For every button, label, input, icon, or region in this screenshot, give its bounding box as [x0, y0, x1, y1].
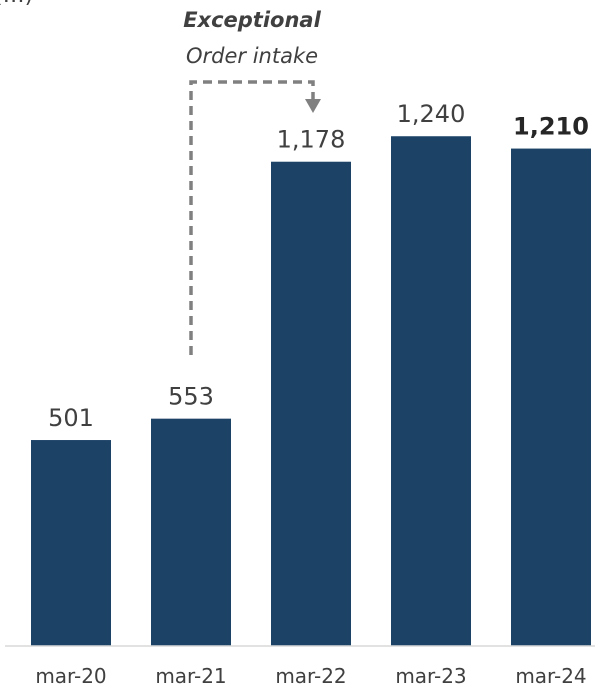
header-fragment: (…)	[0, 0, 33, 8]
annotation-subtitle: Order intake	[186, 44, 318, 68]
data-label-mar-21: 553	[168, 383, 214, 411]
bar-mar-23	[391, 136, 471, 646]
x-tick-labels-group: mar-20 mar-21 mar-22 mar-23 mar-24	[35, 664, 586, 688]
data-label-mar-23: 1,240	[397, 100, 466, 128]
bar-mar-21	[151, 418, 231, 646]
bar-mar-24	[511, 148, 591, 646]
x-tick-mar-21: mar-21	[155, 664, 226, 688]
x-tick-mar-23: mar-23	[395, 664, 466, 688]
value-labels-group: 501 553 1,178 1,240 1,210	[48, 100, 589, 432]
annotation-title: Exceptional	[183, 8, 321, 32]
annotation-arrowhead	[305, 99, 321, 113]
data-label-mar-20: 501	[48, 404, 94, 432]
annotation-arrow	[189, 80, 315, 355]
x-tick-mar-20: mar-20	[35, 664, 106, 688]
x-tick-mar-24: mar-24	[515, 664, 586, 688]
data-label-mar-24: 1,210	[513, 113, 589, 141]
bars-group	[31, 136, 591, 647]
bar-mar-20	[31, 440, 111, 646]
data-label-mar-22: 1,178	[277, 126, 346, 154]
bar-mar-22	[271, 161, 351, 647]
x-tick-mar-22: mar-22	[275, 664, 346, 688]
